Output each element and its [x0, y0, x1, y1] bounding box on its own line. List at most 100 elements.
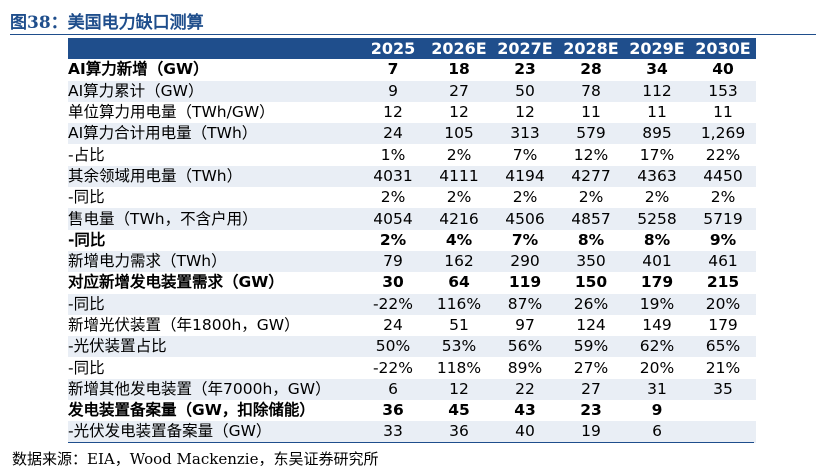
row-value: 215 — [706, 273, 740, 292]
row-value: 12 — [383, 103, 403, 122]
row-value: 11 — [647, 103, 667, 122]
row-value: 116% — [426, 293, 492, 315]
table-row: 新增光伏装置（年1800h，GW） 24 51 97 124 149 179 — [68, 315, 756, 336]
table-row: AI算力新增（GW） 7 18 23 28 34 40 — [68, 59, 756, 80]
row-value: 64 — [448, 273, 470, 292]
row-value: 7% — [511, 230, 539, 249]
header-row: 2025 2026E 2027E 2028E 2029E 2030E — [68, 38, 756, 60]
row-value: 51 — [449, 316, 469, 334]
row-value: 30 — [382, 273, 404, 292]
row-value: 23 — [514, 60, 536, 79]
row-value: 4506 — [492, 208, 558, 230]
row-label: 售电量（TWh，不含户用） — [68, 208, 360, 230]
row-value: 4450 — [690, 165, 756, 188]
row-value — [690, 400, 756, 421]
year-header: 2027E — [492, 38, 558, 60]
row-value: 179 — [708, 316, 738, 334]
row-label: -同比 — [68, 358, 105, 377]
row-value: 105 — [426, 123, 492, 145]
row-label: 新增其他发电装置（年7000h，GW） — [68, 378, 360, 401]
row-value: 5719 — [690, 208, 756, 230]
row-value: 2% — [710, 188, 736, 207]
row-value: 89% — [507, 358, 543, 377]
row-value: 40 — [492, 421, 558, 443]
row-value: 33 — [360, 421, 426, 443]
row-value: 4054 — [360, 208, 426, 230]
row-value: 461 — [690, 250, 756, 273]
row-label: 单位算力用电量（TWh/GW） — [68, 103, 275, 122]
table-row: 单位算力用电量（TWh/GW） 12 12 12 11 11 11 — [68, 102, 756, 123]
row-value: 20% — [639, 358, 675, 377]
power-gap-table: 2025 2026E 2027E 2028E 2029E 2030E AI算力新… — [68, 38, 756, 443]
row-value: 1,269 — [690, 123, 756, 145]
table-row: -光伏装置占比 50% 53% 56% 59% 62% 65% — [68, 336, 756, 358]
row-value: 162 — [426, 250, 492, 273]
row-value: 12 — [449, 103, 469, 122]
row-value: 12% — [573, 145, 609, 164]
table-row: 对应新增发电装置需求（GW） 30 64 119 150 179 215 — [68, 272, 756, 293]
year-header: 2030E — [690, 38, 756, 60]
row-value: 11 — [713, 103, 733, 122]
table-row: 其余领域用电量（TWh） 4031 4111 4194 4277 4363 4450 — [68, 165, 756, 188]
row-label: AI算力累计（GW） — [68, 80, 360, 102]
row-value: 2% — [379, 230, 407, 249]
row-value: 21% — [705, 358, 741, 377]
table-row: -占比 1% 2% 7% 12% 17% 22% — [68, 144, 756, 165]
row-value: 35 — [690, 378, 756, 401]
table-row: AI算力合计用电量（TWh） 24 105 313 579 895 1,269 — [68, 123, 756, 145]
row-value: 9 — [651, 401, 663, 420]
row-value: 78 — [558, 80, 624, 102]
row-value: 36 — [382, 401, 404, 420]
row-value: 11 — [581, 103, 601, 122]
row-label: 对应新增发电装置需求（GW） — [68, 273, 284, 292]
row-value: 62% — [624, 336, 690, 358]
row-value: 24 — [383, 316, 403, 334]
row-value: 20% — [690, 293, 756, 315]
row-label: 新增光伏装置（年1800h，GW） — [68, 316, 300, 334]
row-value: 124 — [576, 316, 606, 334]
table-row: -同比 2% 2% 2% 2% 2% 2% — [68, 187, 756, 208]
row-label: -光伏装置占比 — [68, 336, 360, 358]
row-value: 895 — [624, 123, 690, 145]
row-value: 65% — [690, 336, 756, 358]
row-value: 26% — [558, 293, 624, 315]
row-value: 2% — [512, 188, 538, 207]
table-body: AI算力新增（GW） 7 18 23 28 34 40 AI算力累计（GW） 9 27 50 78 11… — [68, 59, 756, 443]
row-value: 53% — [426, 336, 492, 358]
title-bar: 图38：美国电力缺口测算 — [10, 4, 816, 35]
row-value: 9% — [709, 230, 737, 249]
row-value: 4857 — [558, 208, 624, 230]
header-corner — [68, 38, 360, 60]
row-value: 1% — [380, 145, 406, 164]
row-label: 其余领域用电量（TWh） — [68, 165, 360, 188]
table-row: 发电装置备案量（GW，扣除储能） 36 45 43 23 9 — [68, 400, 756, 421]
row-value: 97 — [515, 316, 535, 334]
year-header: 2029E — [624, 38, 690, 60]
row-value: 179 — [640, 273, 674, 292]
row-value: 12 — [426, 378, 492, 401]
row-value: 24 — [360, 123, 426, 145]
row-value: 28 — [580, 60, 602, 79]
row-value: 27 — [558, 378, 624, 401]
row-value: 43 — [514, 401, 536, 420]
row-value: 34 — [646, 60, 668, 79]
source-note: 数据来源：EIA，Wood Mackenzie，东吴证券研究所 — [12, 450, 379, 468]
row-label: 发电装置备案量（GW，扣除储能） — [68, 401, 315, 420]
row-value: 7% — [512, 145, 538, 164]
row-value: 8% — [577, 230, 605, 249]
row-value: 45 — [448, 401, 470, 420]
row-value: 4% — [445, 230, 473, 249]
row-label: 新增电力需求（TWh） — [68, 250, 360, 273]
row-value: 87% — [492, 293, 558, 315]
row-value: 19% — [624, 293, 690, 315]
row-value: 153 — [690, 80, 756, 102]
row-value: 17% — [639, 145, 675, 164]
row-value: 4111 — [426, 165, 492, 188]
row-value: 8% — [643, 230, 671, 249]
figure-title: 图38：美国电力缺口测算 — [10, 13, 204, 33]
row-value: 22 — [492, 378, 558, 401]
row-value: 4216 — [426, 208, 492, 230]
row-label: -同比 — [68, 293, 360, 315]
row-label: -同比 — [68, 188, 105, 207]
row-value: 27 — [426, 80, 492, 102]
